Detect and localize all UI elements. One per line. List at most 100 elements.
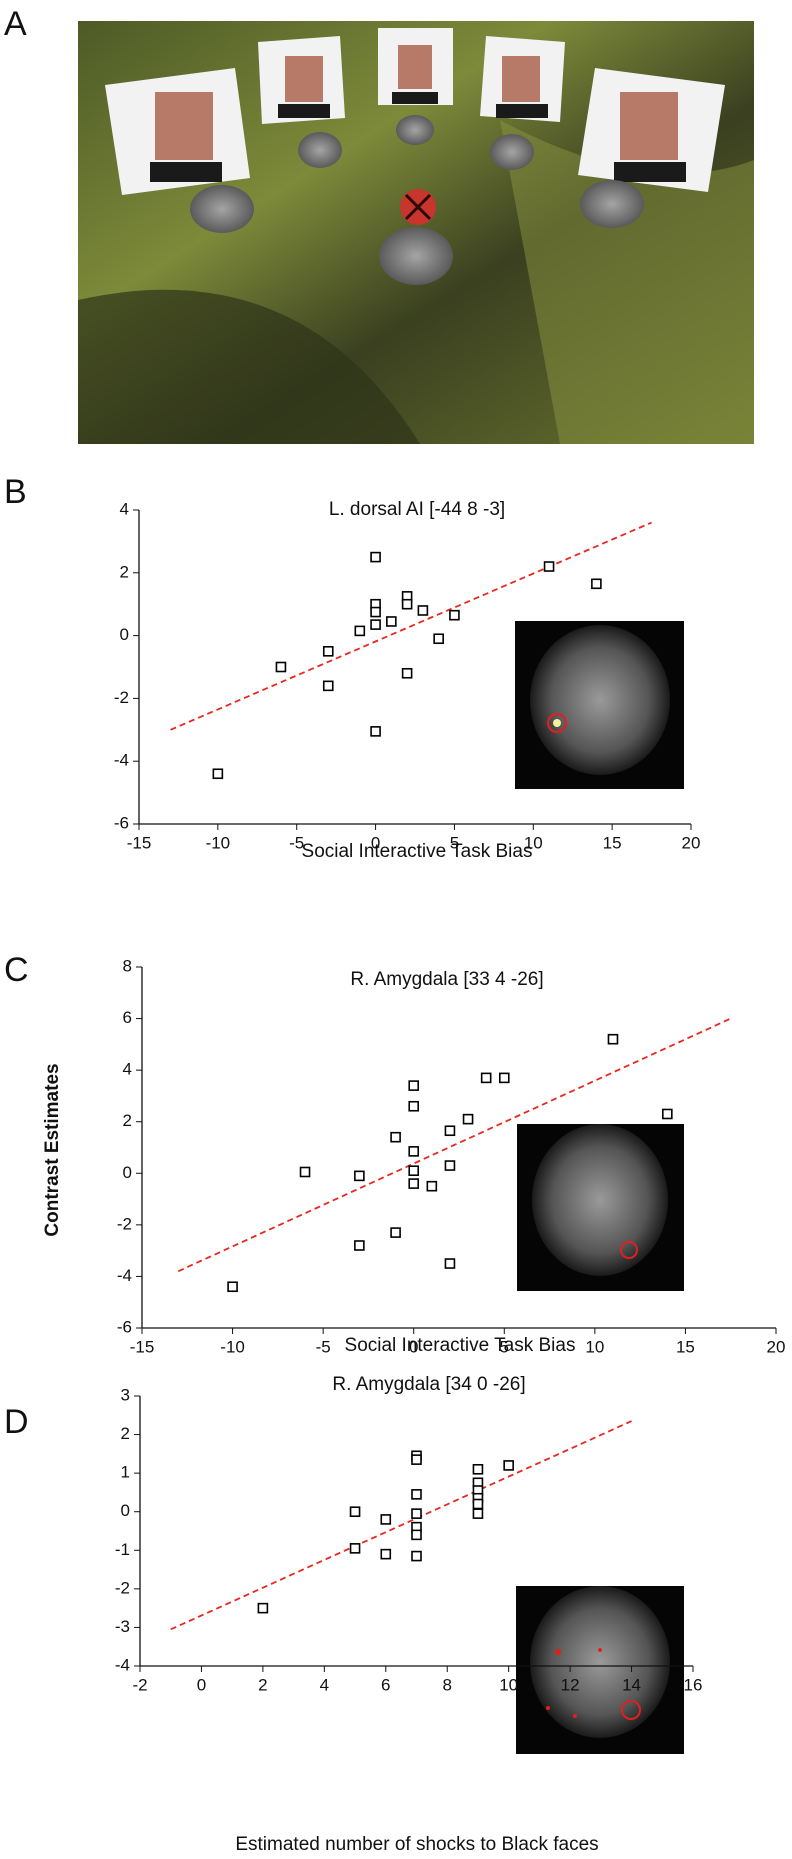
point (386, 616, 397, 627)
y-tick-label: -6 (117, 1317, 132, 1336)
y-tick-label: 2 (123, 1111, 132, 1130)
brain-inset (515, 621, 684, 789)
point (401, 598, 413, 610)
panel-label: A (4, 5, 27, 43)
fit-line (170, 1420, 632, 1631)
point (299, 1166, 311, 1178)
x-tick-label: 2 (258, 1675, 267, 1694)
panel-label: D (4, 1403, 29, 1441)
point (370, 606, 381, 618)
x-tick-label: 0 (409, 1337, 418, 1356)
task-screenshot (78, 21, 754, 444)
y-tick-label: -1 (115, 1540, 130, 1559)
point (349, 1506, 361, 1518)
point (370, 619, 381, 630)
y-tick-label: 6 (123, 1008, 132, 1027)
point (426, 1180, 438, 1192)
point (370, 726, 381, 737)
y-tick-label: 0 (123, 1163, 132, 1182)
x-tick-label: 12 (561, 1675, 580, 1694)
fit-line (170, 521, 652, 731)
point (322, 680, 334, 692)
point (591, 578, 602, 590)
x-tick-label: -5 (289, 833, 304, 852)
point (411, 1489, 422, 1500)
point (227, 1281, 238, 1293)
y-tick-label: 4 (120, 499, 129, 518)
x-axis-label: Social Interactive Task Bias (302, 841, 533, 862)
point (408, 1165, 420, 1177)
point (433, 633, 444, 645)
point (462, 1113, 474, 1125)
point (212, 768, 224, 780)
y-tick-label: -6 (114, 813, 129, 832)
point (380, 1514, 392, 1525)
point (444, 1160, 456, 1171)
x-tick-label: -10 (206, 833, 231, 852)
point (607, 1033, 619, 1045)
panel-label: B (4, 473, 27, 511)
x-tick-label: 8 (442, 1675, 451, 1694)
point (322, 645, 334, 657)
y-tick-label: -3 (115, 1617, 130, 1636)
point (408, 1178, 420, 1189)
x-tick-label: 15 (676, 1337, 695, 1356)
point (408, 1146, 420, 1157)
x-tick-label: -2 (132, 1675, 147, 1694)
x-tick-label: -15 (127, 833, 152, 852)
point (411, 1529, 422, 1541)
point (390, 1227, 401, 1238)
point (543, 561, 555, 572)
y-tick-label: -2 (115, 1578, 130, 1597)
y-tick-label: -2 (117, 1214, 132, 1233)
y-axis-label: Contrast Estimates (42, 1063, 63, 1236)
chart-title: L. dorsal AI [-44 8 -3] (329, 499, 505, 520)
y-tick-label: 8 (123, 956, 132, 975)
y-tick-label: 0 (120, 625, 129, 644)
x-tick-label: 20 (682, 833, 701, 852)
point (408, 1080, 420, 1091)
point (472, 1498, 484, 1510)
point (408, 1100, 420, 1112)
point (411, 1454, 422, 1465)
point (662, 1108, 673, 1120)
y-tick-label: -4 (117, 1266, 132, 1285)
point (444, 1258, 456, 1269)
point (472, 1508, 484, 1519)
x-tick-label: 5 (450, 833, 459, 852)
x-tick-label: 10 (499, 1675, 518, 1694)
x-tick-label: 10 (524, 833, 543, 852)
panel-label: C (4, 951, 29, 989)
fit-line (177, 1017, 732, 1273)
point (390, 1131, 401, 1143)
y-tick-label: 2 (120, 562, 129, 581)
x-tick-label: 5 (500, 1337, 509, 1356)
y-tick-label: -4 (114, 751, 129, 770)
brain-inset (517, 1124, 684, 1291)
point (257, 1602, 269, 1614)
x-axis-label: Estimated number of shocks to Black face… (235, 1834, 598, 1855)
x-tick-label: 0 (197, 1675, 206, 1694)
point (449, 609, 460, 621)
chart-title: R. Amygdala [33 4 -26] (350, 969, 543, 990)
point (411, 1508, 422, 1519)
point (472, 1463, 484, 1475)
x-tick-label: 15 (603, 833, 622, 852)
point (275, 661, 287, 673)
x-tick-label: -10 (220, 1337, 245, 1356)
x-tick-label: 14 (622, 1675, 641, 1694)
x-tick-label: -15 (130, 1337, 155, 1356)
point (417, 605, 429, 616)
point (370, 551, 381, 563)
x-tick-label: 10 (585, 1337, 604, 1356)
x-tick-label: 4 (320, 1675, 329, 1694)
y-tick-label: 4 (123, 1060, 132, 1079)
point (480, 1072, 492, 1084)
x-axis-label: Social Interactive Task Bias (345, 1335, 576, 1356)
point (498, 1072, 510, 1084)
chart-title: R. Amygdala [34 0 -26] (332, 1374, 525, 1395)
point (401, 667, 413, 679)
y-tick-label: 1 (121, 1463, 130, 1482)
